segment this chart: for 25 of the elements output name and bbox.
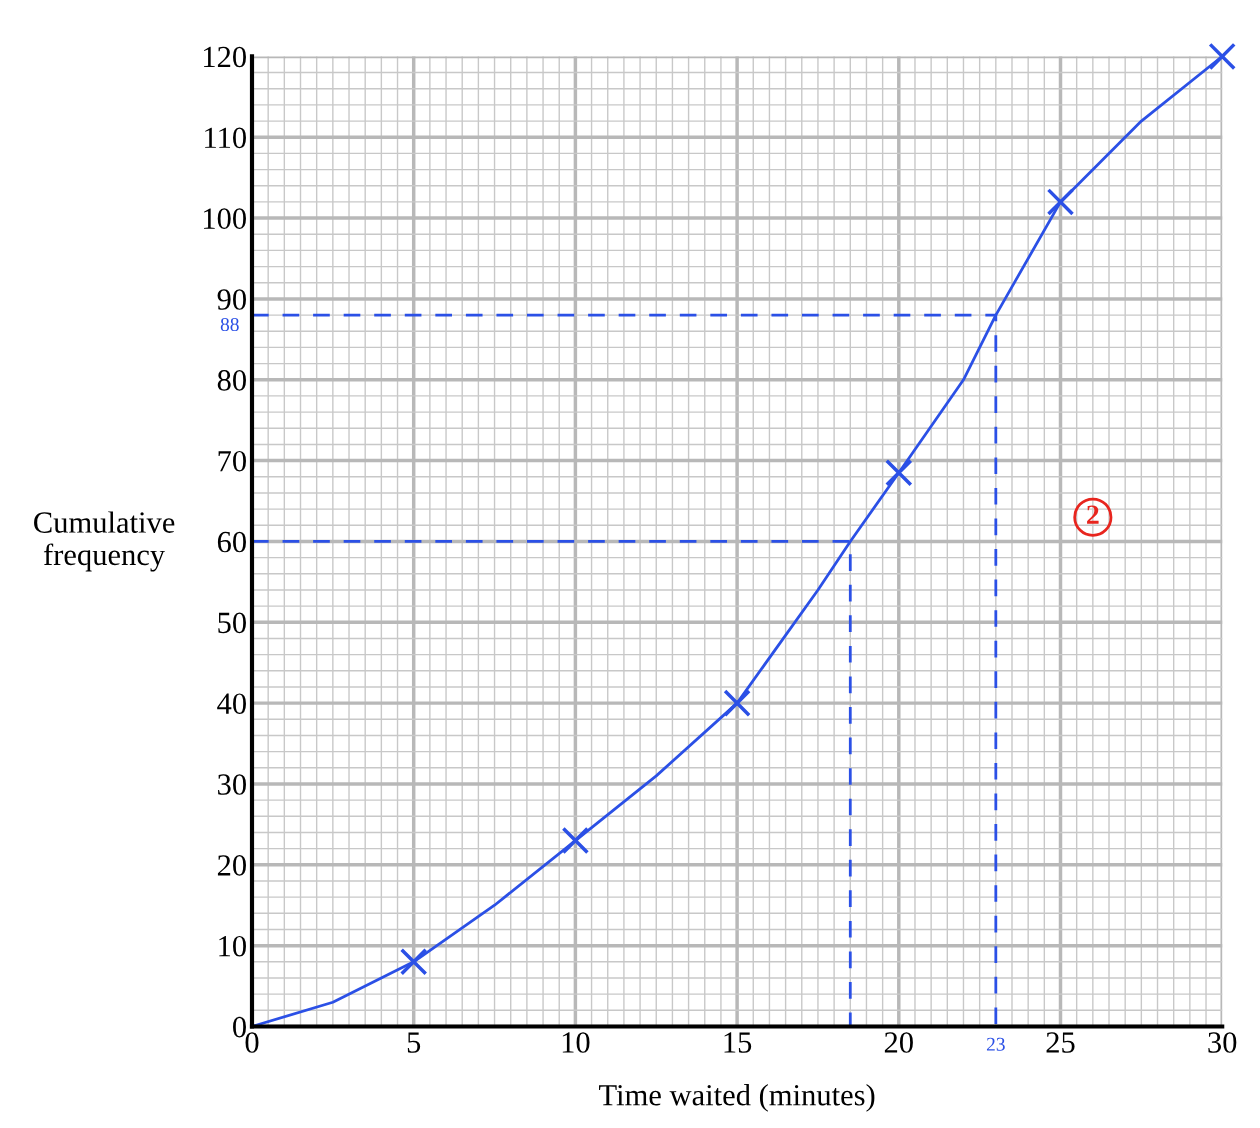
x-tick-label: 20: [884, 1032, 913, 1053]
annotation: 2: [1087, 505, 1099, 524]
x-tick-label: 5: [407, 1032, 421, 1053]
y-tick-label: 50: [218, 612, 246, 634]
y-tick-label: 60: [217, 531, 246, 553]
x-tick-label: 0: [245, 1032, 259, 1053]
y-tick-label: 90: [217, 289, 246, 310]
x-tick-label: 30: [1208, 1032, 1237, 1053]
y-tick-label: 70: [218, 450, 246, 472]
y-tick-label: 120: [203, 46, 246, 68]
y-tick-label: 10: [219, 935, 246, 957]
y-tick-label: 40: [217, 693, 246, 715]
y-tick-label: 100: [203, 208, 246, 229]
y-axis-title: Cumulative frequency: [34, 511, 175, 572]
x-tick-label: 15: [724, 1032, 752, 1053]
y-tick-label: 0: [233, 1016, 246, 1038]
annotation: 23: [986, 1037, 1005, 1051]
y-tick-label: 20: [217, 855, 246, 876]
x-tick-label: 25: [1046, 1032, 1075, 1053]
annotation: 88: [220, 317, 239, 332]
y-tick-label: 110: [205, 127, 246, 149]
x-axis-title: Time waited (minutes): [599, 1084, 875, 1112]
y-tick-label: 80: [217, 370, 246, 391]
x-tick-label: 10: [562, 1032, 590, 1053]
y-tick-label: 30: [218, 774, 246, 795]
